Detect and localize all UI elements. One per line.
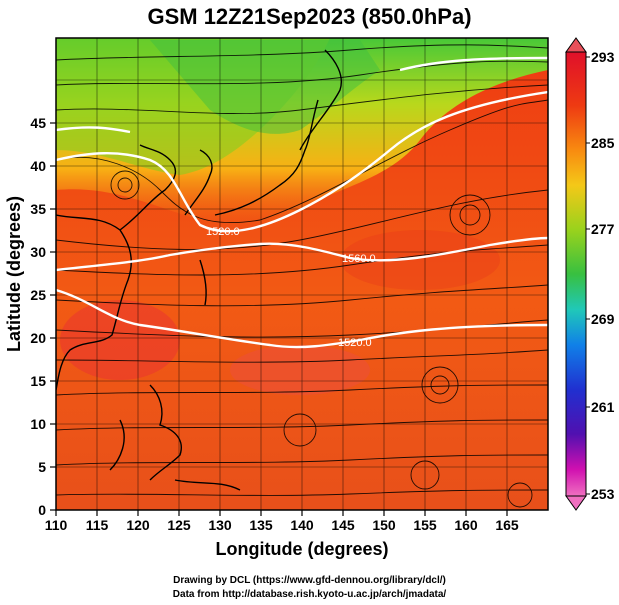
x-tick-label: 140 — [290, 517, 314, 533]
contour-label: 1560.0 — [342, 253, 376, 265]
credit-data-source: Data from http://database.rish.kyoto-u.a… — [172, 589, 447, 600]
credit-drawing: Drawing by DCL (https://www.gfd-dennou.o… — [173, 575, 446, 586]
grid-lines — [56, 38, 548, 510]
colorbar-label: 277 — [591, 221, 615, 237]
x-tick-label: 145 — [331, 517, 355, 533]
x-axis-title: Longitude (degrees) — [215, 539, 388, 559]
y-tick-label: 20 — [30, 330, 46, 346]
y-tick-labels: 0 5 10 15 20 25 30 35 40 45 — [30, 115, 46, 518]
colorbar-label: 261 — [591, 399, 615, 415]
contour-labels: 1520.0 1560.0 1520.0 — [206, 226, 376, 349]
height-contours — [56, 56, 548, 349]
y-tick-label: 15 — [30, 373, 46, 389]
x-tick-label: 135 — [249, 517, 273, 533]
x-tick-label: 150 — [372, 517, 396, 533]
x-tick-label: 110 — [45, 517, 68, 533]
y-axis-title: Latitude (degrees) — [4, 196, 24, 352]
colorbar-label: 269 — [591, 311, 615, 327]
x-tick-label: 120 — [126, 517, 150, 533]
x-tick-label: 125 — [167, 517, 191, 533]
colorbar-label: 285 — [591, 135, 615, 151]
x-tick-label: 165 — [495, 517, 519, 533]
colorbar-scale — [565, 51, 587, 497]
y-tick-label: 10 — [30, 416, 46, 432]
y-tick-label: 0 — [38, 502, 46, 518]
colorbar-label: 253 — [591, 486, 615, 502]
x-tick-label: 160 — [454, 517, 478, 533]
x-tick-label: 155 — [413, 517, 437, 533]
colorbar-label: 293 — [591, 49, 615, 65]
y-tick-label: 30 — [30, 244, 46, 260]
y-tick-label: 40 — [30, 158, 46, 174]
page-title: GSM 12Z21Sep2023 (850.0hPa) — [147, 4, 472, 29]
colorbar-bottom-arrow — [565, 495, 587, 511]
x-tick-label: 130 — [208, 517, 232, 533]
x-tick-label: 115 — [86, 517, 109, 533]
x-tick-labels: 110 115 120 125 130 135 140 145 150 155 … — [45, 517, 519, 533]
contour-label: 1520.0 — [338, 337, 372, 349]
y-tick-label: 35 — [30, 201, 46, 217]
tick-marks — [50, 122, 508, 516]
contour-label: 1520.0 — [206, 226, 240, 238]
y-tick-label: 5 — [38, 459, 46, 475]
colorbar-top-arrow — [565, 37, 587, 53]
y-tick-label: 45 — [30, 115, 46, 131]
y-tick-label: 25 — [30, 287, 46, 303]
colorbar: 293 285 277 269 261 253 — [565, 37, 615, 511]
